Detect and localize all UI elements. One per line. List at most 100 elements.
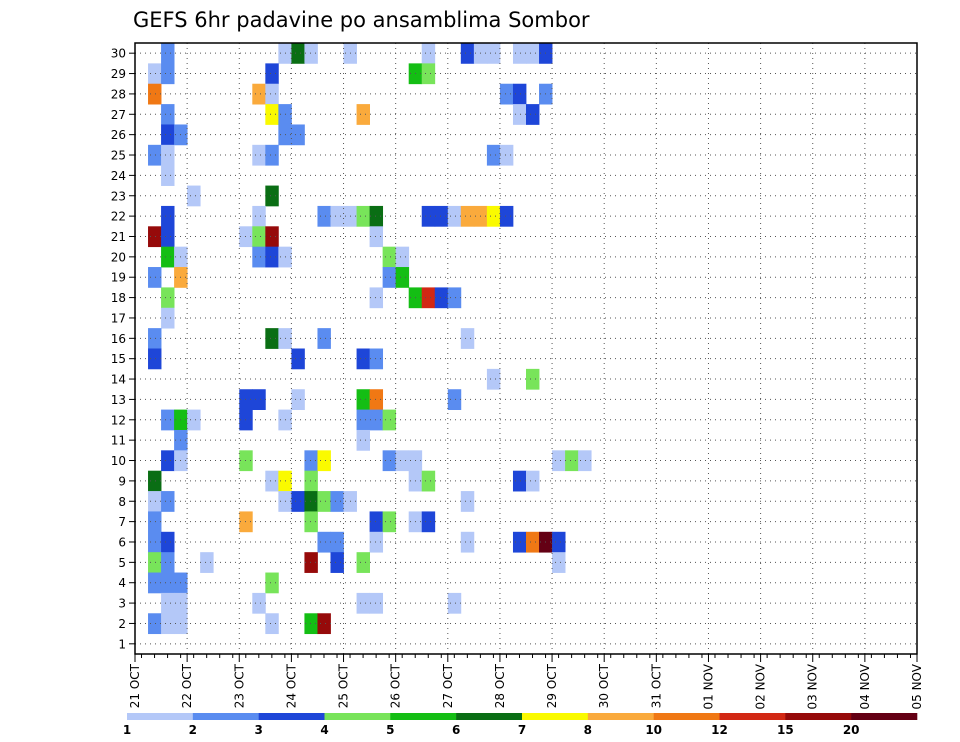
data-cell [317,613,331,635]
legend-swatch [785,713,852,720]
data-cell [369,205,384,227]
y-tick-label: 21 [111,230,126,244]
data-cells [148,43,592,635]
data-cell [460,531,475,553]
data-cell [161,43,175,64]
y-tick-label: 7 [118,515,126,529]
legend-swatch [653,713,720,720]
data-cell [486,368,501,390]
data-cell [265,613,279,635]
x-tick-label: 04 NOV [858,663,872,709]
data-cell [369,226,384,248]
legend-label: 7 [518,723,526,737]
data-cell [460,43,475,64]
legend-swatch [390,713,457,720]
data-cell [382,511,397,533]
x-tick-label: 02 NOV [754,663,768,709]
data-cell [369,592,384,614]
data-cell [552,531,566,553]
data-cell [356,348,370,370]
legend-swatch [522,713,589,720]
data-cell [252,226,266,248]
data-cell [161,124,175,146]
data-cell [330,491,344,512]
y-tick-label: 12 [111,413,126,427]
data-cell [447,287,462,309]
legend-swatch [456,713,523,720]
data-cell [148,552,162,573]
data-cell [421,205,436,227]
y-tick-label: 26 [111,128,126,142]
data-cell [148,83,162,105]
data-cell [317,328,331,349]
data-cell [187,185,201,207]
legend-label: 3 [254,723,262,737]
data-cell [304,450,318,472]
data-cell [421,43,436,64]
data-cell [161,307,175,329]
data-cell [265,63,279,85]
y-tick-label: 28 [111,87,126,101]
x-tick-label: 29 OCT [545,663,559,708]
y-tick-label: 14 [111,373,126,387]
data-cell [369,409,384,431]
data-cell [148,328,162,349]
legend-swatch [719,713,786,720]
y-tick-label: 1 [118,637,126,651]
data-cell [148,572,162,594]
chart-title: GEFS 6hr padavine po ansamblima Sombor [133,8,590,32]
data-cell [187,409,201,431]
legend-label: 6 [452,723,460,737]
data-cell [486,144,501,166]
data-cell [317,205,331,227]
data-cell [434,205,449,227]
legend-label: 1 [123,723,131,737]
data-cell [382,450,397,472]
x-tick-label: 31 OCT [649,663,663,708]
x-tick-label: 05 NOV [910,663,924,709]
data-cell [317,450,331,472]
y-tick-label: 27 [111,108,126,122]
y-tick-label: 30 [111,47,126,61]
data-cell [161,552,175,573]
data-cell [526,368,540,390]
data-cell [161,531,175,553]
data-cell [265,226,279,248]
data-cell [291,389,305,410]
x-tick-label: 24 OCT [284,663,298,708]
data-cell [369,511,384,533]
data-cell [512,470,527,492]
data-cell [304,613,318,635]
data-cell [369,287,384,309]
data-cell [499,144,514,166]
y-tick-label: 15 [111,352,126,366]
data-cell [148,531,162,553]
data-cell [421,287,436,309]
legend-swatch [324,713,391,720]
legend-swatch [587,713,654,720]
data-cell [552,552,566,573]
legend-swatch [258,713,325,720]
data-cell [512,43,527,64]
data-cell [291,491,305,512]
data-cell [447,205,462,227]
data-cell [460,205,475,227]
data-cell [161,165,175,186]
data-cell [252,205,266,227]
data-cell [526,104,540,125]
legend-swatch [192,713,259,720]
y-tick-label: 9 [118,474,126,488]
legend-swatch [127,713,194,720]
data-cell [382,267,397,288]
data-cell [447,389,462,410]
data-cell [421,470,436,492]
y-tick-label: 24 [111,169,126,183]
data-cell [526,531,540,553]
x-axis-ticks: 21 OCT 22 OCT 23 OCT 24 OCT 25 OCT 26 OCT 27 O… [128,654,924,710]
data-cell [486,43,501,64]
data-cell [161,144,175,166]
data-cell [395,246,410,268]
data-cell [148,144,162,166]
grid-lines [135,43,917,654]
